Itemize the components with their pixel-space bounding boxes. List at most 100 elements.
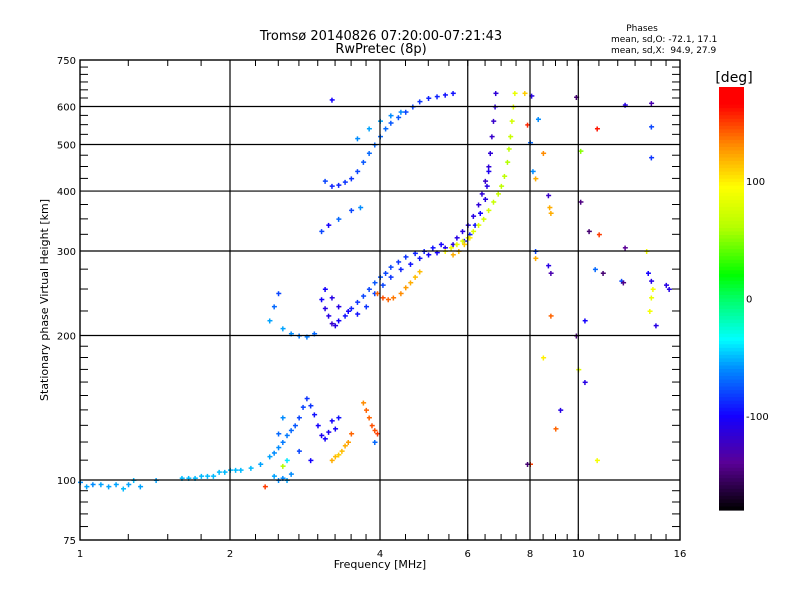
axes-layer: 1 2 4 6 8 10 16 75 100 200 300 400 500 600 750 xyxy=(57,56,686,560)
colorbar-segment xyxy=(719,118,744,123)
data-point xyxy=(649,155,655,161)
data-point xyxy=(578,199,584,205)
data-point xyxy=(288,428,294,434)
colorbar-segment xyxy=(719,386,744,391)
data-point xyxy=(533,256,539,262)
data-point xyxy=(199,473,205,479)
colorbar-segment xyxy=(719,337,744,342)
data-point xyxy=(336,452,342,458)
data-point xyxy=(366,287,372,293)
data-point xyxy=(495,191,501,197)
data-point xyxy=(388,120,394,126)
colorbar-segment xyxy=(719,302,744,307)
data-point xyxy=(546,263,552,269)
colorbar-segment xyxy=(719,407,744,412)
data-point xyxy=(388,264,394,270)
data-point xyxy=(509,118,515,124)
data-point xyxy=(486,208,492,214)
data-point xyxy=(336,216,342,222)
data-point xyxy=(372,280,378,286)
data-point xyxy=(186,475,192,481)
data-point xyxy=(541,355,547,361)
data-point xyxy=(292,423,298,429)
colorbar-segment xyxy=(719,266,744,271)
data-point xyxy=(106,484,112,490)
data-point xyxy=(336,318,342,324)
chart-title: Tromsø 20140826 07:20:00-07:21:43 xyxy=(259,29,502,44)
colorbar-segment xyxy=(719,354,744,360)
data-point xyxy=(179,475,185,481)
data-point xyxy=(586,229,592,235)
data-point xyxy=(434,94,440,100)
data-point xyxy=(333,454,339,460)
data-point xyxy=(650,287,656,293)
data-point xyxy=(546,193,552,199)
data-point xyxy=(484,183,490,189)
colorbar-segment xyxy=(719,111,744,116)
colorbar-segment xyxy=(719,351,744,356)
colorbar-segment xyxy=(719,192,744,197)
colorbar-segment xyxy=(719,132,744,137)
colorbar-segment xyxy=(719,231,744,236)
data-point xyxy=(582,318,588,324)
series-5 xyxy=(319,91,456,235)
data-points-layer xyxy=(78,91,672,492)
colorbar-segment xyxy=(719,87,744,92)
colorbar-segment xyxy=(719,369,744,374)
data-point xyxy=(553,426,559,432)
data-point xyxy=(372,440,378,446)
data-point xyxy=(486,164,492,170)
chart-subtitle: RwPretec (8p) xyxy=(335,42,426,57)
colorbar-segment xyxy=(719,90,744,95)
colorbar-segment xyxy=(719,164,744,169)
data-point xyxy=(486,169,492,175)
data-point xyxy=(361,159,367,165)
colorbar-segment xyxy=(719,506,744,511)
data-point xyxy=(375,431,381,437)
colorbar-segment xyxy=(719,404,744,409)
colorbar-segment xyxy=(719,139,744,144)
data-point xyxy=(355,136,361,142)
data-point xyxy=(434,250,440,256)
colorbar-segment xyxy=(719,259,744,264)
data-point xyxy=(349,176,355,182)
data-point xyxy=(412,274,418,280)
colorbar-segment xyxy=(719,213,744,219)
data-point xyxy=(319,297,325,303)
data-point xyxy=(126,482,132,488)
grid-layer xyxy=(80,60,680,540)
colorbar-segment xyxy=(719,242,744,247)
data-point xyxy=(529,93,535,99)
colorbar-segment xyxy=(719,161,744,166)
data-point xyxy=(472,222,478,228)
data-point xyxy=(355,311,361,317)
data-point xyxy=(398,109,404,115)
data-point xyxy=(361,400,367,406)
colorbar-segment xyxy=(719,122,744,127)
colorbar-segment xyxy=(719,383,744,388)
data-point xyxy=(329,183,335,189)
data-point xyxy=(398,267,404,273)
colorbar-segment xyxy=(719,224,744,229)
data-point xyxy=(280,440,286,446)
colorbar: 100 0 -100 xyxy=(719,87,769,511)
data-point xyxy=(408,261,414,267)
colorbar-segment xyxy=(719,418,744,423)
data-point xyxy=(592,267,598,273)
data-point xyxy=(649,295,655,301)
data-point xyxy=(535,117,541,123)
colorbar-segment xyxy=(719,256,744,261)
data-point xyxy=(138,484,144,490)
colorbar-segment xyxy=(719,443,744,448)
data-point xyxy=(304,334,310,340)
data-point xyxy=(276,291,282,297)
data-point xyxy=(417,256,423,262)
data-point xyxy=(533,176,539,182)
data-point xyxy=(355,169,361,175)
data-point xyxy=(541,151,547,157)
colorbar-segment xyxy=(719,428,744,434)
data-point xyxy=(315,423,321,429)
colorbar-segment xyxy=(719,365,744,370)
colorbar-segment xyxy=(719,189,744,194)
x-tick-label: 6 xyxy=(465,549,471,560)
